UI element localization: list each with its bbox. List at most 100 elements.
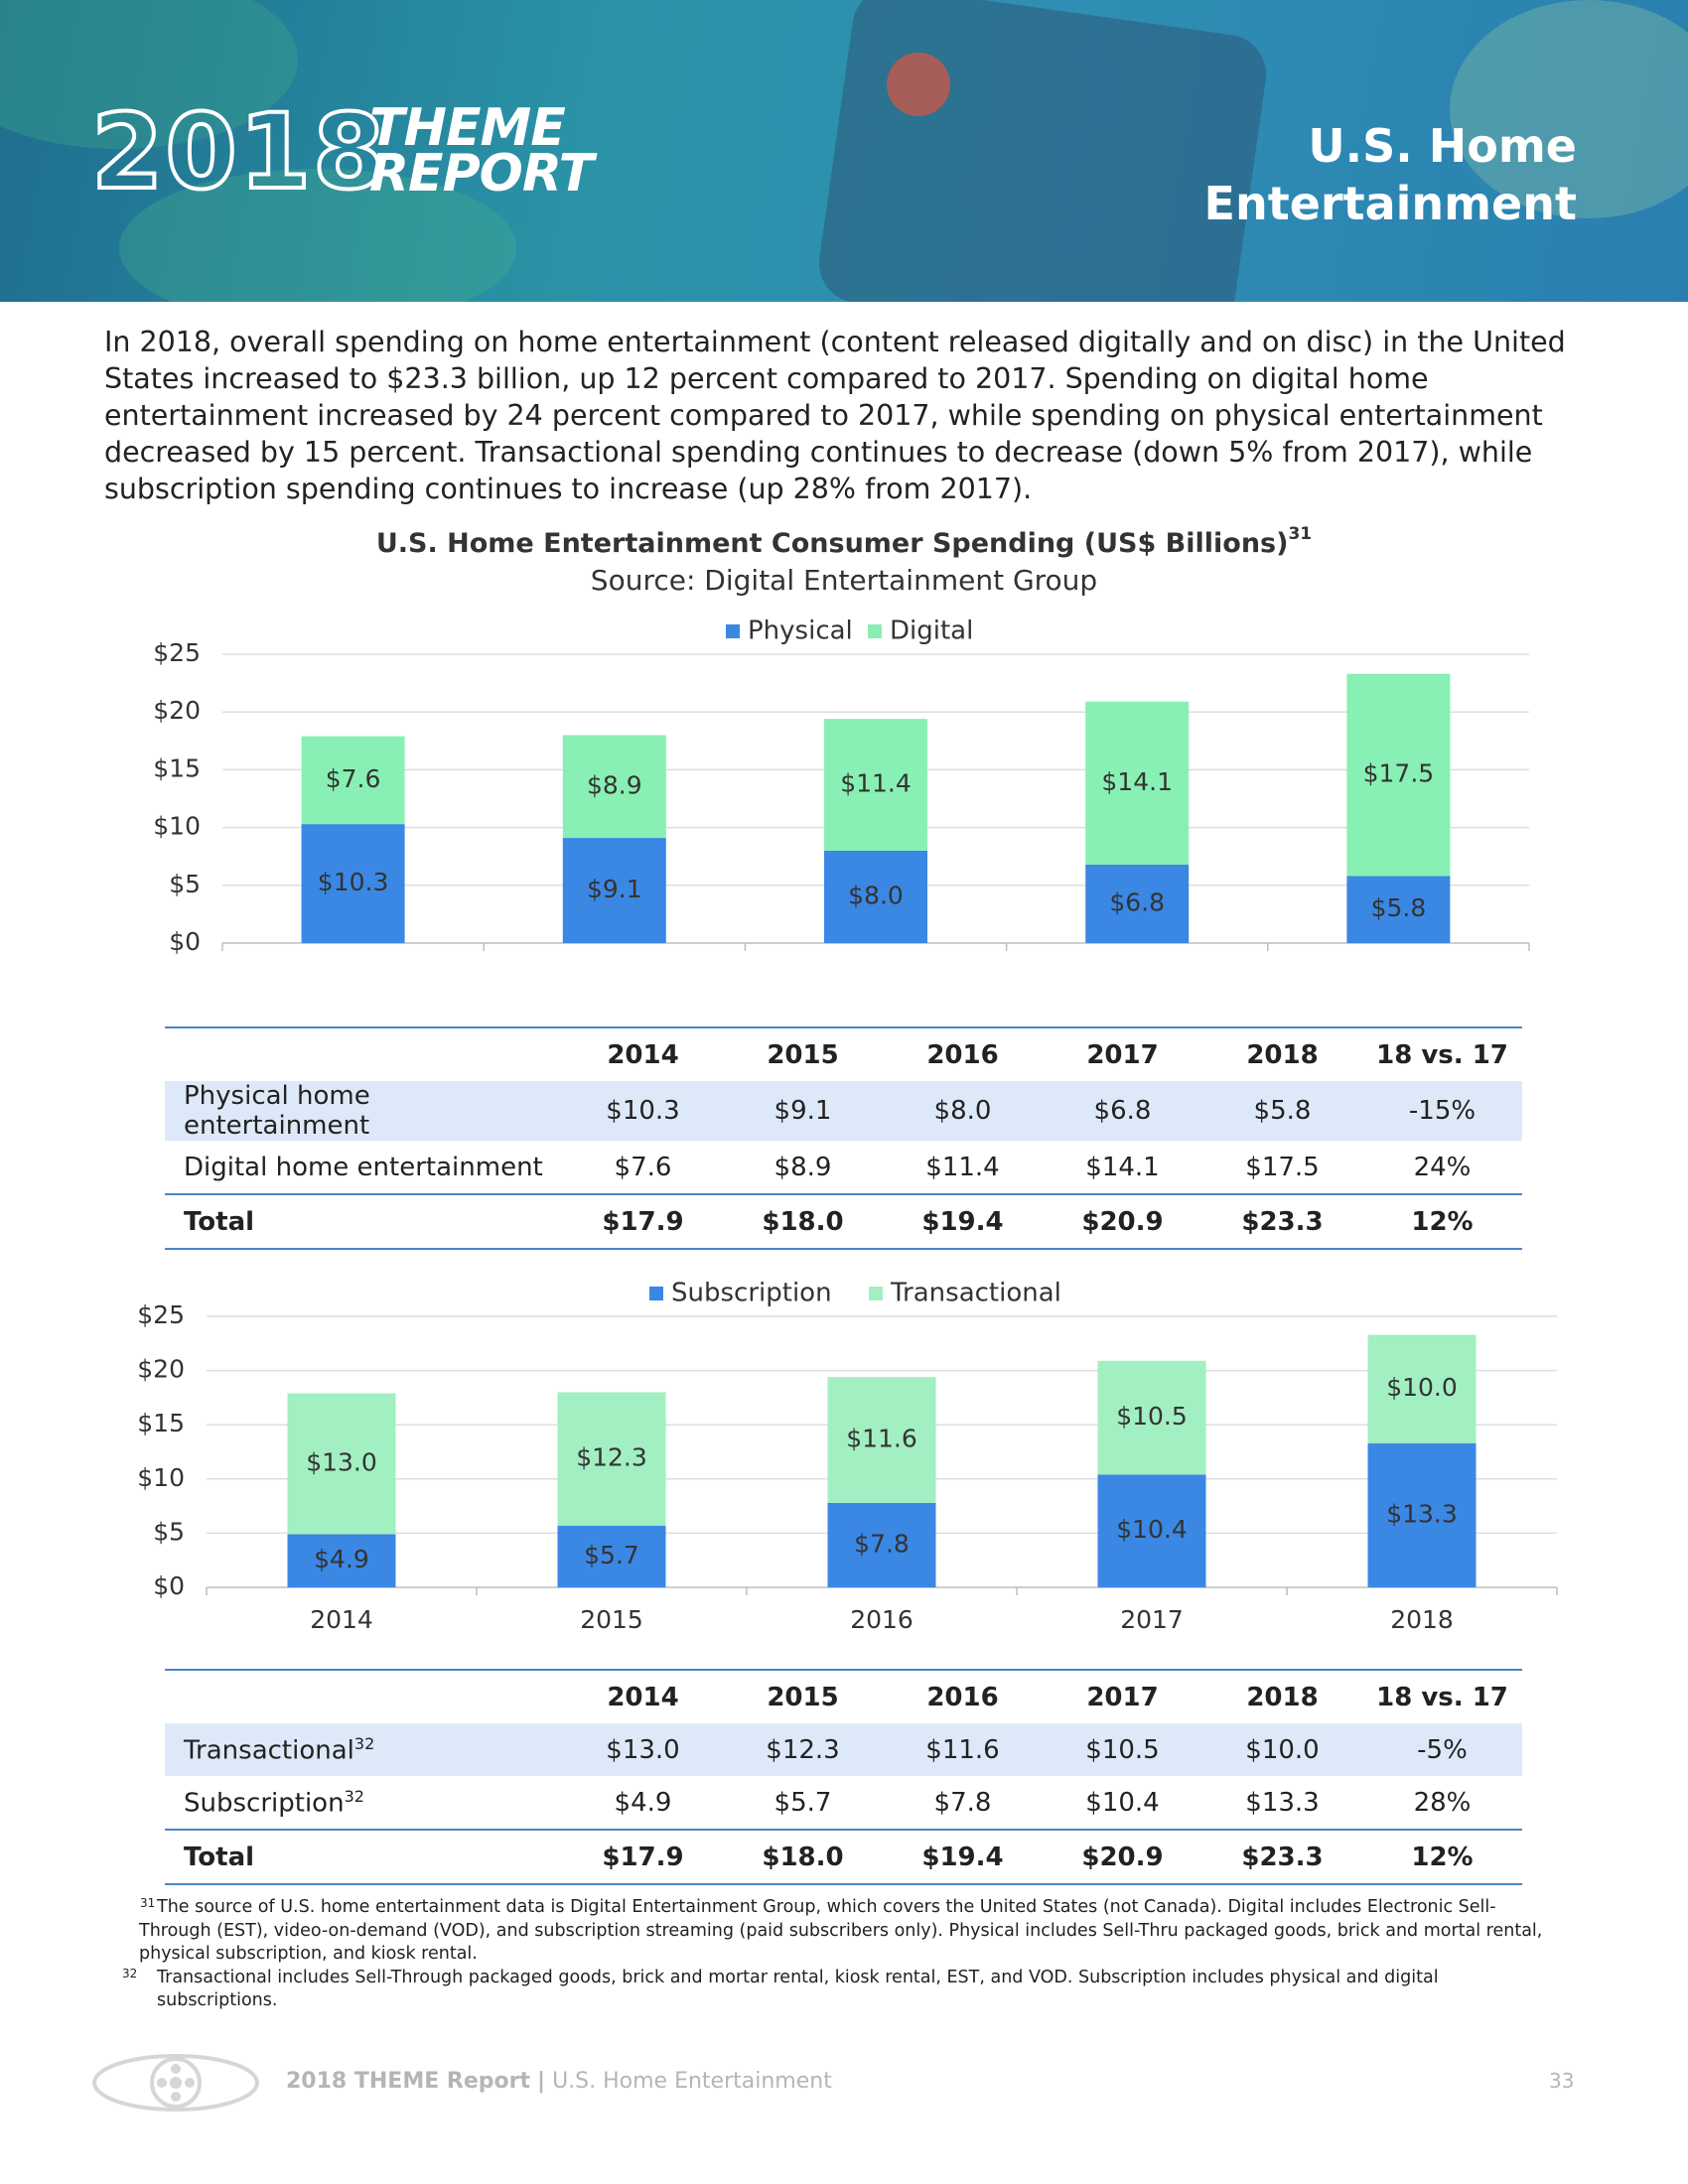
y-tick-label: $0 bbox=[169, 927, 201, 956]
row-label-text: Digital home entertainment bbox=[184, 1152, 543, 1182]
header-cell: 2018 bbox=[1202, 1669, 1362, 1723]
data-label: $17.5 bbox=[1363, 759, 1435, 788]
row-label-text: Subscription bbox=[184, 1788, 345, 1819]
table-cell: $10.0 bbox=[1202, 1723, 1362, 1776]
table-row: Subscription32 $4.9 $5.7 $7.8 $10.4 $13.3 28% bbox=[165, 1776, 1522, 1830]
legend-label: Subscription bbox=[671, 1279, 832, 1308]
header-cell: 2017 bbox=[1043, 1669, 1202, 1723]
data-label: $8.0 bbox=[848, 881, 904, 909]
table-row: Digital home entertainment $7.6 $8.9 $11.4 $… bbox=[165, 1141, 1522, 1194]
footnote-number: 31 bbox=[140, 1896, 156, 1910]
table-cell: $11.4 bbox=[925, 1152, 1000, 1182]
row-label: Total bbox=[165, 1193, 563, 1250]
table-cell: 12% bbox=[1362, 1193, 1522, 1250]
y-tick-label: $5 bbox=[169, 870, 201, 898]
y-tick-label: $15 bbox=[137, 1409, 185, 1437]
table-cell: $13.3 bbox=[1245, 1787, 1320, 1818]
row-label: Total bbox=[165, 1829, 563, 1885]
row-label-note: 32 bbox=[353, 1733, 375, 1753]
data-label: $13.3 bbox=[1386, 1499, 1458, 1528]
y-tick-label: $10 bbox=[153, 812, 201, 841]
row-label: Subscription32 bbox=[165, 1776, 563, 1830]
data-table: 2014 2015 2016 2017 2018 18 vs. 17 Physical ho… bbox=[165, 1026, 1522, 1250]
footer-separator: | bbox=[537, 2069, 546, 2094]
x-tick-label: 2018 bbox=[1390, 1605, 1454, 1634]
table-cell: $23.3 bbox=[1202, 1829, 1362, 1885]
header-cell: 2016 bbox=[883, 1669, 1043, 1723]
data-label: $14.1 bbox=[1101, 767, 1173, 796]
table-cell: $12.3 bbox=[723, 1723, 883, 1776]
legend-label: Transactional bbox=[890, 1279, 1061, 1308]
chart-title-text: U.S. Home Entertainment Consumer Spendin… bbox=[376, 528, 1289, 559]
table-cell: $18.0 bbox=[723, 1829, 883, 1885]
y-tick-label: $20 bbox=[137, 1355, 185, 1384]
data-label: $6.8 bbox=[1109, 887, 1165, 916]
data-label: $8.9 bbox=[587, 770, 642, 799]
footer-report: 2018 THEME Report bbox=[286, 2069, 531, 2094]
table-cell: 28% bbox=[1413, 1787, 1472, 1818]
header-cell: 18 vs. 17 bbox=[1362, 1669, 1522, 1723]
header-cell: 2018 bbox=[1202, 1026, 1362, 1081]
table-cell: $7.8 bbox=[933, 1787, 992, 1818]
footnote-text: Transactional includes Sell-Through pack… bbox=[157, 1967, 1439, 2011]
bar-segment bbox=[824, 850, 927, 943]
table-cell: $6.8 bbox=[1043, 1081, 1202, 1141]
data-label: $11.4 bbox=[840, 769, 912, 798]
row-label-text: Total bbox=[184, 1842, 255, 1872]
bar-segment bbox=[1085, 864, 1190, 943]
bar-segment bbox=[1346, 876, 1451, 943]
row-label-text: Total bbox=[184, 1206, 255, 1237]
legend-label: Physical bbox=[748, 616, 853, 646]
table-cell: $4.9 bbox=[614, 1787, 672, 1818]
table-cell: $18.0 bbox=[723, 1193, 883, 1250]
table-cell: $17.9 bbox=[563, 1829, 723, 1885]
table-row: Total $17.9 $18.0 $19.4 $20.9 $23.3 12% bbox=[165, 1829, 1522, 1885]
y-tick-label: $10 bbox=[137, 1463, 185, 1492]
data-label: $10.3 bbox=[318, 868, 389, 896]
x-tick-label: 2017 bbox=[1120, 1605, 1184, 1634]
table-cell: $7.6 bbox=[614, 1152, 672, 1182]
bar-segment bbox=[1367, 1442, 1477, 1587]
table-cell: $23.3 bbox=[1202, 1193, 1362, 1250]
chart-title: U.S. Home Entertainment Consumer Spendin… bbox=[376, 524, 1312, 559]
bar-segment bbox=[1097, 1474, 1206, 1587]
data-label: $10.0 bbox=[1386, 1373, 1458, 1402]
y-tick-label: $25 bbox=[153, 638, 201, 667]
banner: 2018 THEME REPORT U.S. Home Entertainmen… bbox=[0, 0, 1688, 302]
x-tick-label: 2014 bbox=[310, 1605, 373, 1634]
bar-segment bbox=[287, 1393, 396, 1535]
header-row: 2014 2015 2016 2017 2018 18 vs. 17 bbox=[165, 1669, 1522, 1723]
table-cell: $17.9 bbox=[563, 1193, 723, 1250]
row-label: Digital home entertainment bbox=[165, 1141, 563, 1194]
legend-label: Digital bbox=[890, 616, 973, 646]
footnotes: 31 The source of U.S. home entertainment … bbox=[122, 1896, 1562, 2013]
data-label: $5.8 bbox=[1371, 893, 1427, 922]
chart-subtitle: Source: Digital Entertainment Group bbox=[591, 564, 1097, 597]
table-cell: -5% bbox=[1362, 1723, 1522, 1776]
y-tick-label: $0 bbox=[153, 1571, 185, 1600]
data-label: $12.3 bbox=[576, 1443, 647, 1472]
section-title: U.S. Home Entertainment bbox=[1204, 117, 1577, 232]
table-cell: 12% bbox=[1362, 1829, 1522, 1885]
bar-segment bbox=[287, 1534, 396, 1587]
bar-segment bbox=[557, 1392, 666, 1526]
bar-segment bbox=[827, 1377, 936, 1503]
header-cell: 2017 bbox=[1043, 1026, 1202, 1081]
data-label: $10.4 bbox=[1116, 1515, 1188, 1544]
legend-swatch bbox=[649, 1287, 663, 1300]
table-cell: $14.1 bbox=[1085, 1152, 1160, 1182]
logo-word: THEME bbox=[369, 98, 566, 158]
header-cell: 2015 bbox=[723, 1669, 883, 1723]
row-label-text: Transactional bbox=[184, 1735, 354, 1766]
table-cell: $5.7 bbox=[774, 1787, 832, 1818]
table-cell: $13.0 bbox=[563, 1723, 723, 1776]
footer-section: U.S. Home Entertainment bbox=[552, 2069, 832, 2094]
table-cell: $8.9 bbox=[774, 1152, 832, 1182]
bar-segment bbox=[1346, 673, 1451, 877]
bar-segment bbox=[824, 719, 927, 851]
y-tick-label: $20 bbox=[153, 696, 201, 725]
header-cell bbox=[165, 1669, 563, 1723]
data-label: $5.7 bbox=[584, 1541, 639, 1570]
data-label: $7.6 bbox=[326, 764, 381, 793]
